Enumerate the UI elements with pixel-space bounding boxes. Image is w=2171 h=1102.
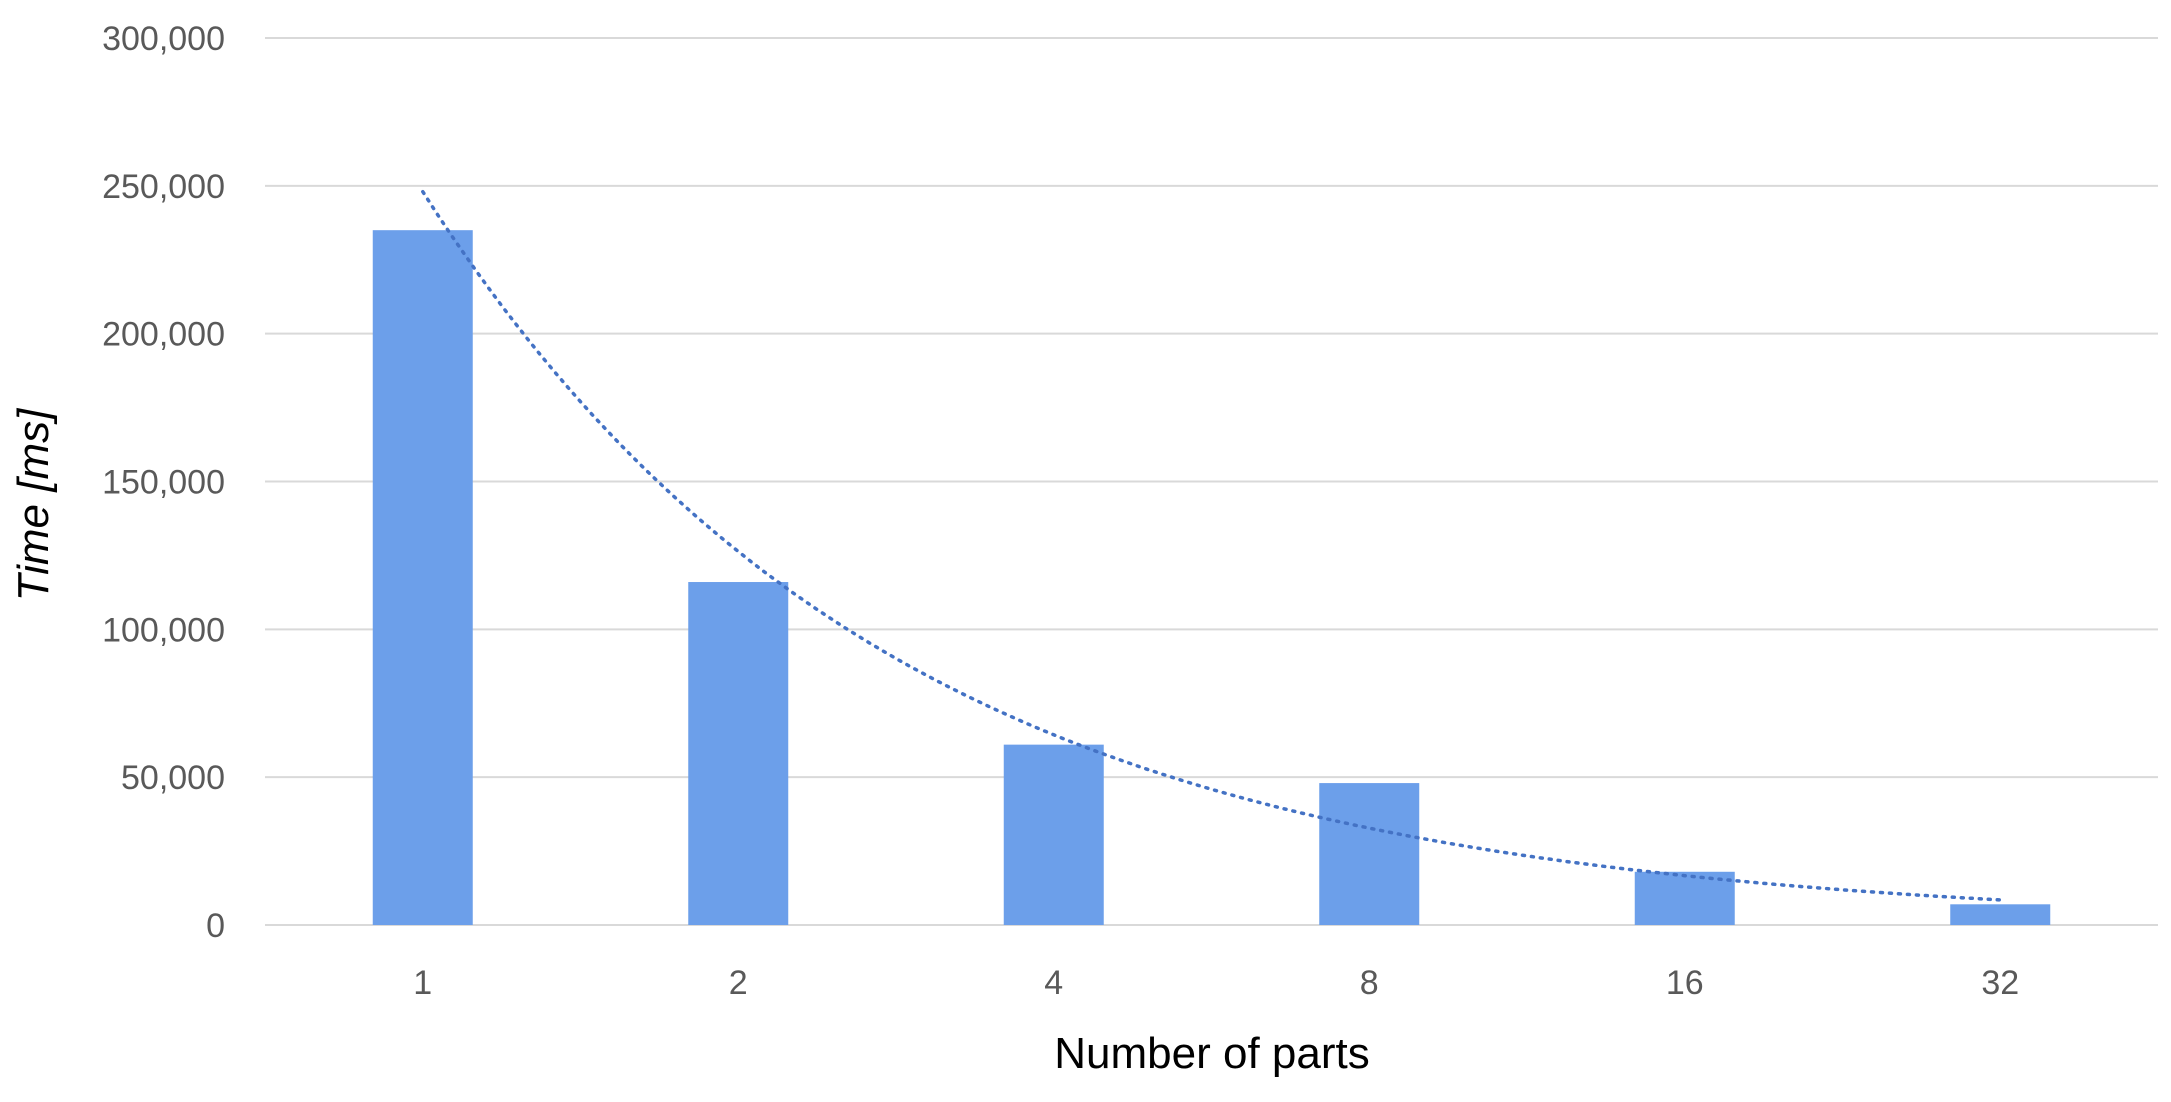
bar-16 xyxy=(1634,871,1735,925)
bar-8 xyxy=(1319,783,1420,925)
y-tick-label: 50,000 xyxy=(121,759,225,797)
x-tick-label: 32 xyxy=(1981,964,2019,1002)
trendline-layer xyxy=(421,189,2003,902)
bar-2 xyxy=(688,582,789,925)
y-tick-label: 200,000 xyxy=(102,316,225,354)
x-tick-label: 8 xyxy=(1360,964,1379,1002)
y-tick-label: 0 xyxy=(206,907,225,945)
x-tick-label: 4 xyxy=(1044,964,1063,1002)
bar-4 xyxy=(1003,744,1104,925)
y-tick-label: 250,000 xyxy=(102,168,225,206)
bar-1 xyxy=(372,230,473,925)
y-tick-label: 150,000 xyxy=(102,464,225,502)
y-axis-ticks: 0 50,000 100,000 150,000 200,000 250,000 300,0… xyxy=(102,20,225,945)
x-axis-ticks: 1 2 4 8 16 32 xyxy=(413,964,2019,1002)
y-tick-label: 100,000 xyxy=(102,611,225,649)
bar-32 xyxy=(1950,904,2051,925)
x-tick-label: 16 xyxy=(1666,964,1704,1002)
trendline xyxy=(421,189,2003,902)
y-tick-label: 300,000 xyxy=(102,20,225,58)
x-axis-title: Number of parts xyxy=(1054,1029,1369,1078)
x-tick-label: 2 xyxy=(729,964,748,1002)
bars xyxy=(372,230,2051,925)
x-tick-label: 1 xyxy=(413,964,432,1002)
y-axis-title: Time [ms] xyxy=(9,407,58,601)
gridlines xyxy=(265,37,2158,926)
